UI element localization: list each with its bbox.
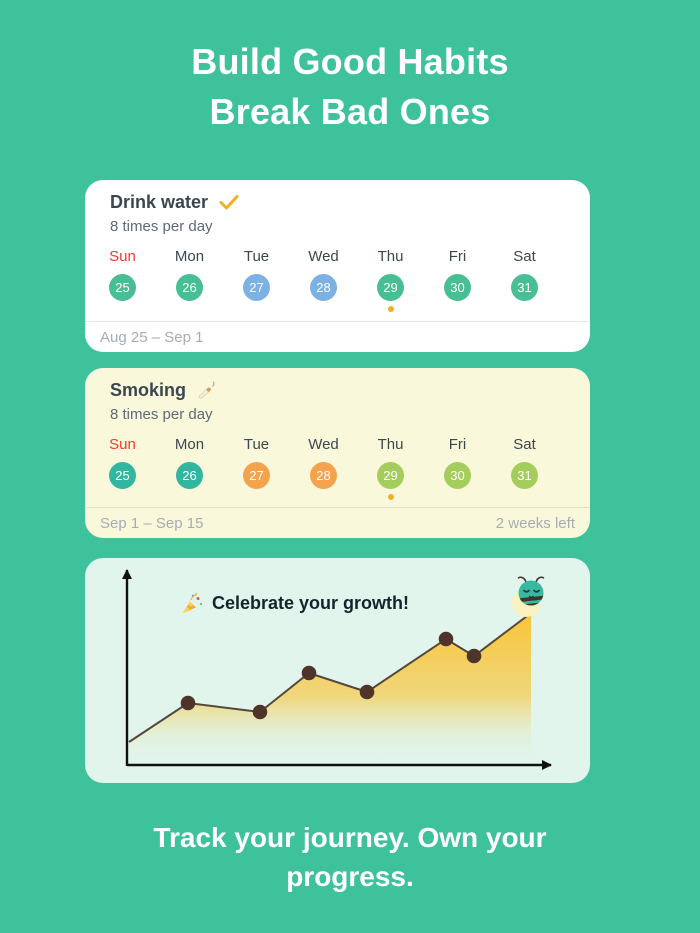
- growth-chart-card: Celebrate your growth!: [85, 558, 590, 783]
- date-circle[interactable]: 29: [377, 462, 404, 489]
- day-label: Thu: [377, 436, 404, 453]
- day-label: Tue: [243, 248, 270, 265]
- habit-card-footer: Aug 25 – Sep 1: [85, 321, 590, 352]
- date-circle[interactable]: 26: [176, 462, 203, 489]
- data-point: [359, 684, 375, 700]
- bee-mascot-icon: [512, 576, 545, 617]
- day-label: Wed: [308, 436, 339, 453]
- date-circle[interactable]: 26: [176, 274, 203, 301]
- date-circle[interactable]: 28: [310, 462, 337, 489]
- x-axis-arrow: [542, 760, 552, 770]
- time-remaining: 2 weeks left: [495, 514, 575, 532]
- habit-card-smoking[interactable]: Smoking 8 times per day Sun 25 Mon 26 Tue 27 W…: [85, 368, 590, 538]
- week-row: Sun 25 Mon 26 Tue 27 Wed 28 Thu 29 Fri 30 Sat 31: [89, 434, 558, 500]
- date-circle[interactable]: 30: [444, 274, 471, 301]
- date-circle[interactable]: 29: [377, 274, 404, 301]
- page-title-line2: Break Bad Ones: [209, 91, 491, 132]
- day-label: Mon: [174, 436, 205, 453]
- data-point: [438, 631, 454, 647]
- date-circle[interactable]: 25: [109, 274, 136, 301]
- day-column: Thu 29: [357, 434, 424, 500]
- party-popper-icon: [183, 592, 203, 613]
- date-circle[interactable]: 25: [109, 462, 136, 489]
- habit-card-header: Smoking: [110, 378, 217, 402]
- day-label: Thu: [377, 248, 404, 265]
- day-label: Mon: [174, 248, 205, 265]
- data-point: [252, 704, 268, 720]
- celebrate-text: Celebrate your growth!: [212, 592, 410, 613]
- day-column: Sun 25: [89, 434, 156, 500]
- day-label: Sun: [109, 248, 136, 265]
- day-column: Wed 28: [290, 246, 357, 312]
- date-range: Aug 25 – Sep 1: [100, 328, 204, 346]
- habit-frequency: 8 times per day: [110, 218, 213, 235]
- day-label: Sat: [513, 436, 536, 453]
- day-label: Fri: [448, 248, 467, 265]
- date-circle[interactable]: 27: [243, 274, 270, 301]
- day-label: Wed: [308, 248, 339, 265]
- today-dot: [387, 306, 394, 312]
- week-row: Sun 25 Mon 26 Tue 27 Wed 28 Thu 29 Fri 30 Sat 31: [89, 246, 558, 312]
- habit-frequency: 8 times per day: [110, 406, 213, 423]
- day-column: Wed 28: [290, 434, 357, 500]
- tagline-line2: progress.: [286, 861, 414, 892]
- day-column: Fri 30: [424, 434, 491, 500]
- habit-card-footer: Sep 1 – Sep 15 2 weeks left: [85, 507, 590, 538]
- day-column: Mon 26: [156, 246, 223, 312]
- date-circle[interactable]: 28: [310, 274, 337, 301]
- tagline: Track your journey. Own your progress.: [0, 818, 700, 896]
- day-column: Fri 30: [424, 246, 491, 312]
- day-column: Tue 27: [223, 434, 290, 500]
- habit-card-header: Drink water: [110, 190, 240, 214]
- day-column: Mon 26: [156, 434, 223, 500]
- date-circle[interactable]: 31: [511, 274, 538, 301]
- date-circle[interactable]: 31: [511, 462, 538, 489]
- day-column: Sat 31: [491, 434, 558, 500]
- habit-title: Smoking: [110, 379, 187, 400]
- today-dot: [387, 494, 394, 500]
- data-point: [301, 665, 317, 681]
- area-fill: [129, 613, 531, 765]
- day-column: Thu 29: [357, 246, 424, 312]
- page-title: Build Good Habits Break Bad Ones: [0, 37, 700, 137]
- date-circle[interactable]: 30: [444, 462, 471, 489]
- data-point: [180, 695, 196, 711]
- day-label: Sun: [109, 436, 136, 453]
- check-icon: [219, 195, 239, 210]
- habit-card-drink-water[interactable]: Drink water 8 times per day Sun 25 Mon 26 Tu…: [85, 180, 590, 352]
- growth-chart: [122, 569, 552, 770]
- celebrate-banner: Celebrate your growth!: [181, 591, 409, 615]
- day-label: Sat: [513, 248, 536, 265]
- tagline-line1: Track your journey. Own your: [153, 822, 547, 853]
- y-axis-arrow: [122, 569, 132, 579]
- day-column: Tue 27: [223, 246, 290, 312]
- date-range: Sep 1 – Sep 15: [100, 514, 204, 532]
- day-label: Tue: [243, 436, 270, 453]
- date-circle[interactable]: 27: [243, 462, 270, 489]
- cigarette-icon: [198, 380, 215, 399]
- day-column: Sat 31: [491, 246, 558, 312]
- day-column: Sun 25: [89, 246, 156, 312]
- habit-title: Drink water: [110, 191, 209, 212]
- page-title-line1: Build Good Habits: [191, 41, 509, 82]
- data-point: [466, 648, 482, 664]
- day-label: Fri: [448, 436, 467, 453]
